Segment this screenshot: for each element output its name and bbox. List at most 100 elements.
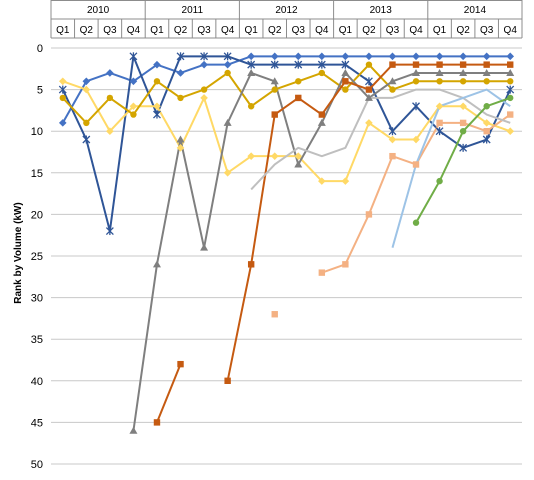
quarter-label: Q2 — [362, 25, 376, 36]
series-2-point — [82, 85, 91, 94]
series-3-line — [62, 63, 511, 124]
series-2-point — [247, 152, 255, 160]
series-0-line — [61, 55, 511, 124]
series-4-point — [152, 260, 161, 268]
series-1-point — [317, 60, 326, 69]
series-4-point — [176, 135, 185, 143]
series-2-point — [176, 144, 185, 152]
series-2-point — [459, 102, 467, 111]
series-6-point — [436, 119, 443, 127]
series-1-point — [482, 135, 491, 144]
y-tick-label-40: 40 — [31, 376, 43, 388]
y-tick-label-25: 25 — [31, 251, 43, 263]
series-3-point — [295, 78, 302, 85]
x-axis-header: 2010 2011 2012 2013 2014 Q1 Q2 Q3 Q4 Q1 Q2 Q3 Q4 Q1 Q2… — [50, 0, 523, 39]
series-5-point — [483, 61, 490, 68]
series-4-point — [317, 118, 326, 126]
gridlines — [51, 47, 522, 465]
series-5-point — [459, 61, 467, 68]
series-1-point — [270, 60, 279, 69]
series-2-point — [435, 102, 444, 111]
series-markers — [58, 52, 515, 434]
y-tick-label-5: 5 — [37, 85, 43, 97]
series-1-point — [364, 77, 373, 86]
series-2-point — [506, 127, 515, 135]
quarter-label: Q2 — [174, 25, 188, 36]
y-axis-ticks: 0 5 10 15 20 25 30 35 40 45 50 — [31, 43, 43, 471]
series-3-point — [436, 78, 443, 85]
quarter-label: Q4 — [504, 25, 518, 36]
series-3-point — [247, 103, 255, 110]
series-6-point — [342, 261, 349, 268]
series-9-point — [436, 177, 443, 185]
series-6-point — [507, 111, 514, 118]
year-label-2011: 2011 — [182, 5, 204, 16]
quarter-label: Q1 — [150, 25, 164, 36]
series-0-point — [459, 52, 467, 61]
year-label-2014: 2014 — [464, 5, 487, 16]
series-9-point — [459, 128, 467, 135]
series-4-point — [388, 77, 397, 85]
series-5-line — [226, 63, 511, 381]
series-0-point — [247, 52, 255, 61]
series-3-point — [59, 94, 66, 102]
series-1-point — [153, 110, 161, 119]
series-3-point — [106, 94, 114, 102]
series-2-point — [200, 94, 208, 102]
series-0-point — [506, 52, 515, 61]
series-1-point — [176, 52, 185, 61]
series-3-point — [83, 119, 90, 127]
series-0-point — [318, 52, 326, 61]
y-tick-label-50: 50 — [31, 459, 43, 471]
series-4-point — [364, 93, 373, 101]
quarter-label: Q1 — [245, 25, 259, 36]
series-4-point — [294, 160, 303, 168]
series-5-point — [318, 111, 326, 118]
quarter-label: Q3 — [292, 25, 306, 36]
quarter-label: Q1 — [56, 25, 70, 36]
series-4-point — [412, 68, 421, 76]
series-0-point — [58, 119, 67, 127]
quarter-label: Q1 — [339, 25, 353, 36]
y-tick-label-30: 30 — [31, 293, 43, 305]
quarter-label: Q3 — [480, 25, 494, 36]
series-0-point — [176, 69, 185, 77]
series-2-point — [294, 152, 303, 160]
series-2-point — [365, 119, 373, 127]
series-9-point — [412, 219, 420, 226]
series-0-point — [223, 60, 232, 69]
y-tick-label-15: 15 — [31, 168, 43, 180]
series-5-point — [365, 86, 373, 93]
series-0-point — [270, 52, 279, 61]
series-0-point — [294, 52, 303, 61]
series-6-point — [389, 152, 396, 160]
series-5-point — [247, 261, 255, 268]
quarter-label: Q3 — [103, 25, 117, 36]
series-0-point — [153, 60, 161, 69]
series-3-point — [153, 78, 161, 85]
series-9-point — [483, 103, 490, 110]
series-1-point — [412, 102, 420, 111]
series-6-point — [365, 211, 373, 218]
series-0-point — [388, 52, 397, 61]
series-3-point — [177, 94, 184, 102]
series-2-point — [318, 177, 326, 185]
series-0-point — [200, 60, 208, 69]
series-3-point — [271, 86, 278, 93]
series-0-point — [482, 52, 491, 61]
series-0-point — [82, 77, 91, 86]
series-3-point — [318, 69, 326, 77]
series-4-point — [223, 118, 232, 126]
quarter-label: Q4 — [315, 25, 329, 36]
series-3-point — [459, 78, 467, 85]
series-1-point — [82, 135, 91, 144]
series-2-point — [388, 135, 397, 144]
series-5-point — [295, 94, 302, 102]
year-label-2013: 2013 — [370, 5, 393, 16]
series-lines — [61, 55, 512, 431]
series-1-line — [61, 55, 512, 233]
series-0-point — [435, 52, 444, 61]
series-4-point — [482, 68, 491, 76]
series-4-point — [129, 426, 138, 434]
